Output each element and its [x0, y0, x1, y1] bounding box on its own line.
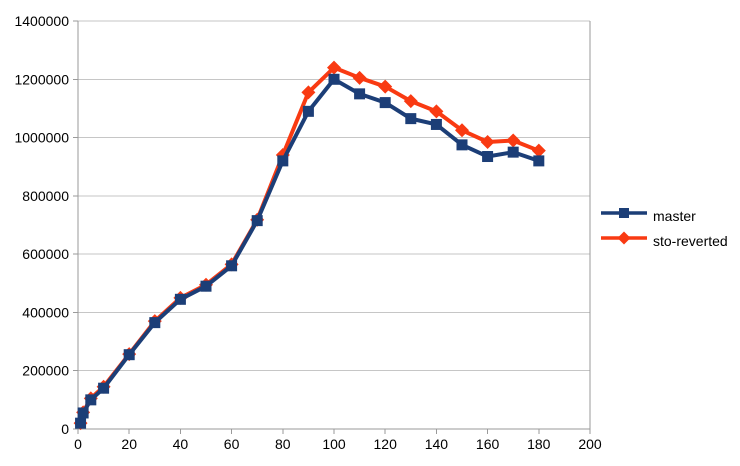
x-tick-label: 80	[275, 436, 291, 452]
y-tick-label: 400000	[22, 304, 69, 320]
data-point-marker	[251, 215, 263, 227]
square-marker-icon	[601, 208, 647, 218]
sto-reverted-line-swatch	[601, 230, 647, 251]
y-tick-label: 1400000	[14, 13, 69, 29]
data-point-marker	[75, 417, 87, 429]
data-point-marker	[226, 260, 238, 272]
x-tick-label: 100	[322, 436, 346, 452]
data-point-marker	[149, 317, 161, 329]
data-point-marker	[200, 280, 212, 292]
legend-label-sto-reverted: sto-reverted	[653, 232, 728, 249]
y-tick-label: 1200000	[14, 71, 69, 87]
x-tick-label: 40	[173, 436, 189, 452]
legend-marker	[617, 231, 631, 245]
data-point-marker	[480, 134, 495, 149]
data-point-marker	[405, 113, 417, 125]
data-point-marker	[430, 118, 442, 130]
y-tick-label: 200000	[22, 363, 69, 379]
data-point-marker	[507, 146, 519, 158]
data-point-marker	[354, 88, 366, 100]
data-point-marker	[429, 104, 444, 119]
legend-marker	[619, 208, 629, 218]
x-tick-label: 20	[121, 436, 137, 452]
data-point-marker	[506, 133, 521, 148]
data-point-marker	[403, 94, 418, 109]
data-point-marker	[174, 293, 186, 305]
x-tick-label: 140	[425, 436, 449, 452]
data-point-marker	[379, 97, 391, 109]
legend-item-master: master	[601, 203, 728, 228]
x-tick-label: 120	[374, 436, 398, 452]
series-master	[75, 73, 545, 429]
x-tick-label: 180	[527, 436, 551, 452]
data-point-marker	[301, 85, 316, 100]
data-point-marker	[98, 382, 110, 394]
master-line-swatch	[601, 205, 647, 226]
diamond-marker-icon	[601, 231, 647, 245]
data-point-marker	[482, 151, 494, 163]
y-tick-label: 800000	[22, 188, 69, 204]
legend-label-master: master	[653, 207, 696, 224]
data-point-marker	[455, 123, 469, 138]
data-point-marker	[327, 60, 341, 75]
data-point-marker	[123, 349, 135, 361]
data-point-marker	[277, 155, 289, 167]
data-point-marker	[302, 105, 314, 117]
legend: master sto-reverted	[601, 203, 728, 253]
x-tick-label: 160	[476, 436, 500, 452]
data-point-marker	[378, 79, 393, 94]
data-point-marker	[352, 70, 367, 85]
y-tick-label: 600000	[22, 246, 69, 262]
y-tick-label: 1000000	[14, 130, 69, 146]
series-line	[78, 65, 541, 426]
series-line	[78, 77, 541, 426]
data-point-marker	[533, 155, 545, 167]
x-tick-label: 0	[74, 436, 82, 452]
data-point-marker	[85, 394, 97, 406]
data-point-marker	[77, 407, 89, 419]
x-tick-label: 60	[224, 436, 240, 452]
x-tick-label: 200	[578, 436, 602, 452]
y-tick-label: 0	[61, 421, 69, 437]
data-point-marker	[531, 143, 546, 158]
data-point-marker	[456, 139, 468, 151]
legend-item-sto-reverted: sto-reverted	[601, 228, 728, 253]
data-point-marker	[328, 73, 340, 85]
